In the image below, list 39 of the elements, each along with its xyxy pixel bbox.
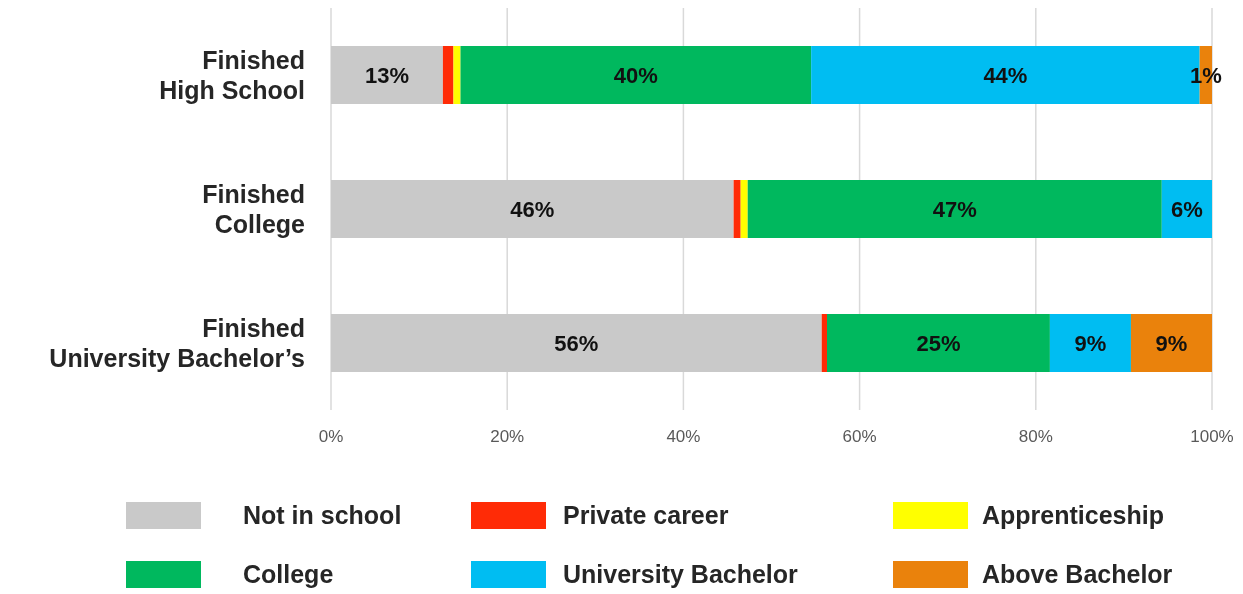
bar: [442, 46, 454, 104]
y-tick-label: Finished High School: [159, 46, 305, 104]
data-label: 6%: [1170, 196, 1203, 222]
x-tick-label: 100%: [1190, 427, 1234, 447]
bar: [740, 180, 748, 238]
data-label: 44%: [983, 62, 1028, 88]
data-label: 9%: [1074, 330, 1107, 356]
bar: [733, 180, 741, 238]
data-label: 25%: [916, 330, 961, 356]
data-label: 13%: [364, 62, 409, 88]
y-tick-label: Finished College: [202, 180, 306, 238]
data-label: 1%: [1189, 62, 1222, 88]
data-label: 47%: [932, 196, 977, 222]
data-label: 46%: [510, 196, 555, 222]
bar: [460, 46, 812, 104]
legend-label: College: [243, 559, 334, 589]
data-label: 40%: [613, 62, 658, 88]
bar: [453, 46, 461, 104]
bar: [747, 180, 1162, 238]
bar: [1130, 314, 1212, 372]
data-label: 56%: [554, 330, 599, 356]
x-tick-label: 0%: [318, 427, 344, 447]
data-label: 9%: [1155, 330, 1188, 356]
legend-label: Above Bachelor: [982, 559, 1173, 589]
x-tick-label: 40%: [666, 427, 701, 447]
x-tick-label: 80%: [1018, 427, 1053, 447]
bar: [827, 314, 1050, 372]
legend-label: University Bachelor: [563, 559, 798, 589]
legend-label: Not in school: [243, 500, 402, 530]
x-tick-label: 60%: [842, 427, 877, 447]
bar: [331, 314, 822, 372]
bar: [331, 180, 734, 238]
bar: [1049, 314, 1131, 372]
bar: [331, 46, 443, 104]
y-tick-label: Finished University Bachelor’s: [49, 314, 305, 372]
x-tick-label: 20%: [490, 427, 525, 447]
bar: [821, 314, 827, 372]
legend-label: Private career: [563, 500, 729, 530]
legend-label: Apprenticeship: [982, 500, 1164, 530]
